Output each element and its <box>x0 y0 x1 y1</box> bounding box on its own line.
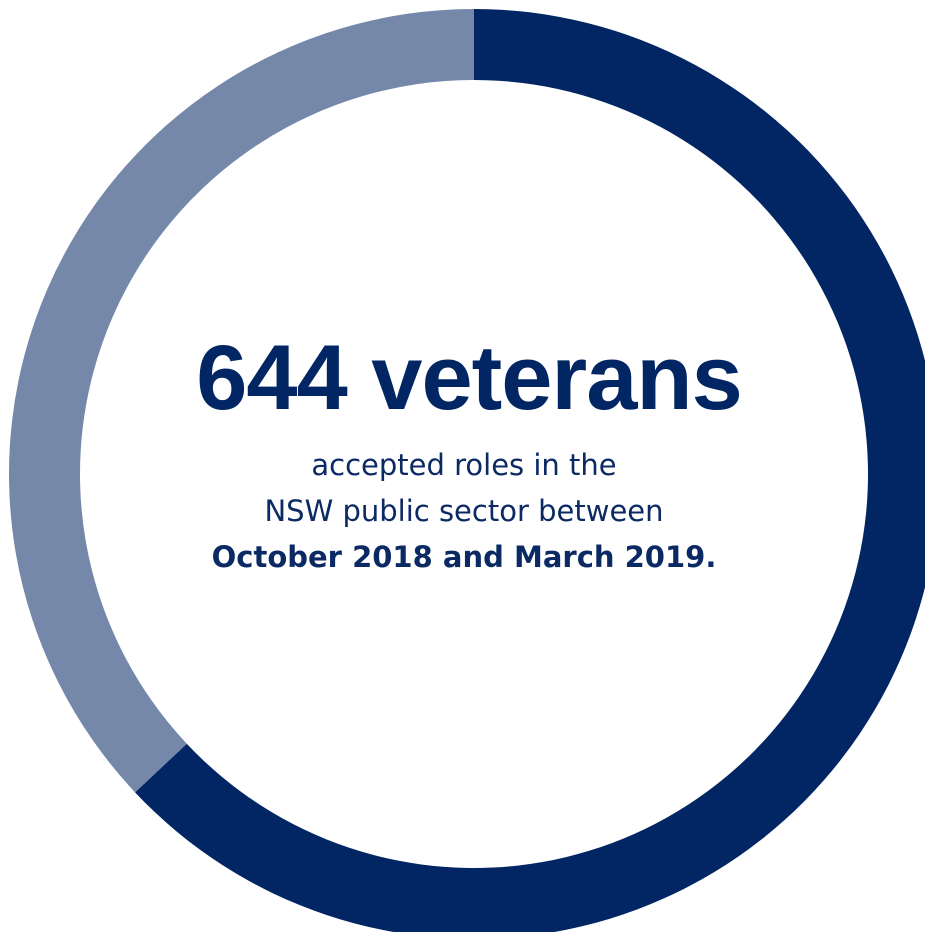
subtext-line-1: accepted roles in the <box>311 448 617 482</box>
subtext-line-2: NSW public sector between <box>264 494 664 528</box>
donut-slice-2 <box>8 9 474 793</box>
headline-count: 644 veterans <box>196 327 743 429</box>
subtext-line-3: October 2018 and March 2019. <box>211 540 717 574</box>
donut-slice-1 <box>135 9 925 932</box>
